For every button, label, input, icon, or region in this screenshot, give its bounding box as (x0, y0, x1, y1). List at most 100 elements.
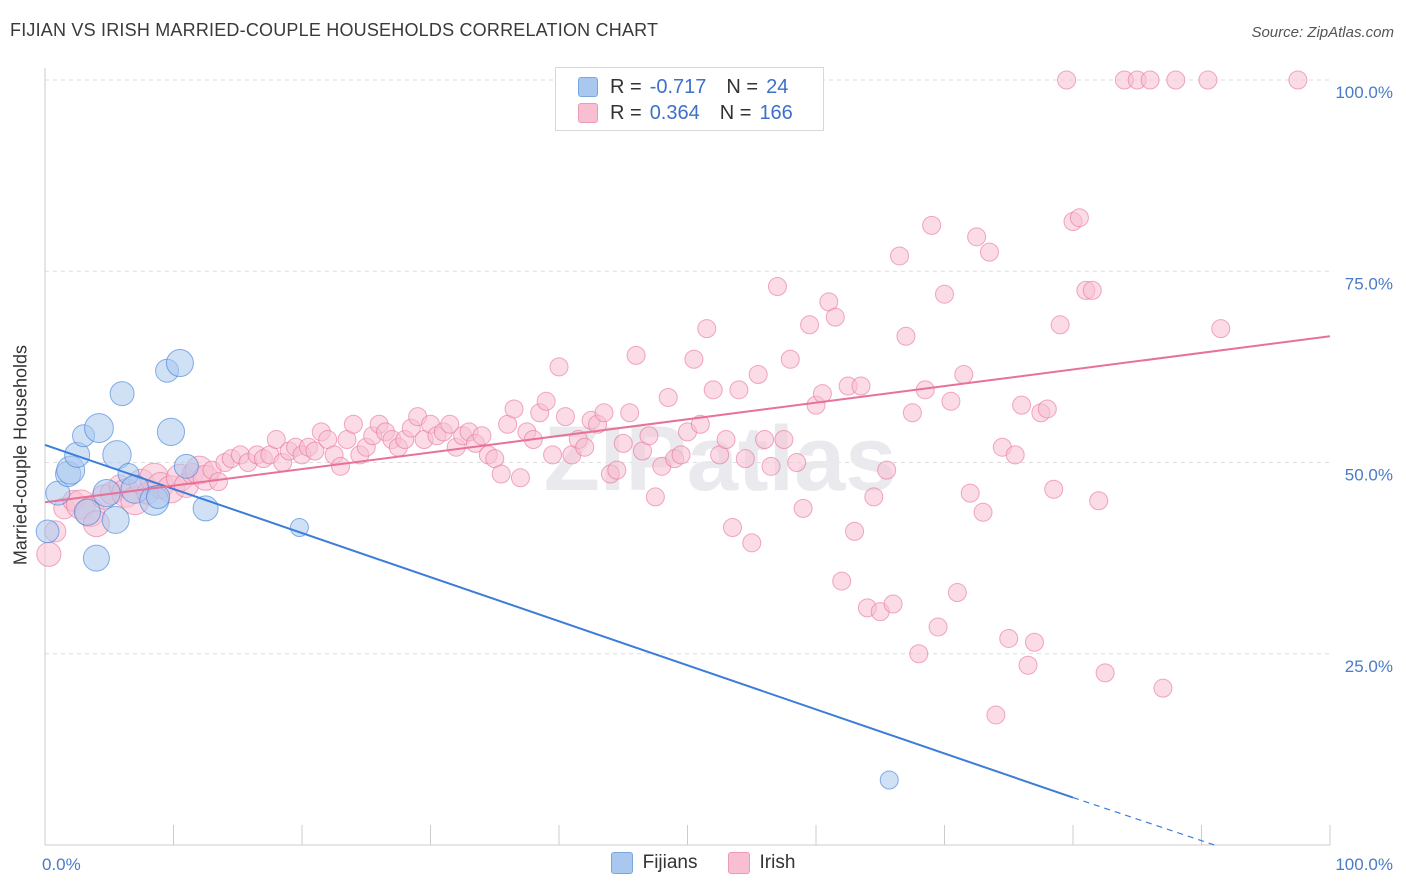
irish-point (1044, 479, 1064, 499)
irish-point (1095, 663, 1115, 683)
irish-point (941, 391, 961, 411)
irish-point (1288, 70, 1308, 90)
fijian-point (165, 349, 194, 378)
n-value: 166 (759, 101, 793, 124)
legend-label-irish: Irish (759, 852, 796, 873)
irish-point (613, 433, 633, 453)
irish-swatch (727, 852, 750, 874)
correlation-legend: R = -0.717 N = 24 R = 0.364 N = 166 (555, 67, 824, 131)
irish-point (690, 414, 710, 434)
fijian-point (156, 417, 186, 446)
irish-point (645, 487, 665, 507)
irish-trend-line (44, 335, 1331, 504)
irish-point (1089, 491, 1109, 511)
irish-point (1057, 70, 1077, 90)
fijian-point (145, 484, 171, 510)
fijians-trend-extension (1072, 797, 1215, 846)
irish-point (774, 430, 794, 450)
n-label: N = (719, 101, 752, 124)
fijian-point (101, 505, 130, 534)
irish-point (472, 426, 492, 446)
irish-point (1069, 208, 1089, 228)
fijian-point (35, 519, 60, 544)
irish-point (999, 628, 1019, 648)
source-label: Source: ZipAtlas.com (1251, 24, 1394, 41)
irish-point (510, 468, 530, 488)
irish-point (979, 242, 999, 262)
irish-point (504, 399, 524, 419)
irish-point (536, 391, 556, 411)
y-tick-label: 25.0% (1345, 657, 1393, 676)
fijians-swatch (578, 77, 598, 97)
fijian-point (82, 544, 110, 572)
y-tick-label: 75.0% (1345, 274, 1393, 293)
irish-point (491, 464, 511, 484)
irish-point (896, 326, 916, 346)
irish-point (928, 617, 948, 637)
chart-title: FIJIAN VS IRISH MARRIED-COUPLE HOUSEHOLD… (10, 20, 659, 40)
irish-point (845, 521, 865, 541)
irish-point (825, 307, 845, 327)
n-value: 24 (766, 75, 789, 98)
irish-point (1018, 655, 1038, 675)
irish-point (986, 705, 1006, 725)
irish-point (440, 414, 460, 434)
irish-point (343, 414, 363, 434)
irish-point (851, 376, 871, 396)
irish-point (902, 403, 922, 423)
irish-point (812, 384, 832, 404)
irish-point (1082, 280, 1102, 300)
irish-point (703, 380, 723, 400)
irish-point (36, 541, 62, 567)
fijian-point (289, 518, 309, 538)
series-legend: Fijians Irish (0, 852, 1406, 874)
fijian-point (84, 413, 114, 443)
irish-point (684, 349, 704, 369)
irish-point (935, 284, 954, 304)
legend-item-irish[interactable]: Irish (727, 852, 796, 874)
irish-point (1012, 395, 1032, 415)
fijian-points (35, 349, 899, 790)
irish-point (1153, 678, 1173, 698)
irish-point (1005, 445, 1025, 465)
trend-lines (44, 335, 1331, 846)
legend-item-fijians[interactable]: Fijians (610, 852, 698, 874)
irish-point (1024, 632, 1044, 652)
irish-point (594, 403, 614, 423)
irish-point (331, 456, 351, 476)
axes (44, 68, 1331, 846)
y-tick-label: 50.0% (1345, 466, 1393, 485)
irish-point (1166, 70, 1186, 90)
r-label: R = (610, 75, 642, 98)
fijians-swatch (610, 852, 633, 874)
irish-point (735, 449, 755, 469)
x-tick-label: 0.0% (42, 855, 81, 874)
irish-point (1211, 319, 1231, 339)
irish-point (620, 403, 640, 423)
irish-swatch (578, 103, 598, 123)
irish-point (947, 583, 967, 603)
irish-point (742, 533, 762, 553)
irish-point (658, 387, 678, 407)
irish-point (832, 571, 852, 591)
irish-point (761, 456, 781, 476)
irish-point (607, 460, 627, 480)
irish-point (877, 460, 897, 480)
irish-point (755, 430, 775, 450)
irish-point (729, 380, 749, 400)
r-label: R = (610, 101, 642, 124)
irish-point (1140, 70, 1160, 90)
irish-point (793, 498, 813, 518)
fijian-point (109, 381, 135, 407)
irish-point (883, 594, 903, 614)
irish-point (1198, 70, 1218, 90)
irish-point (555, 407, 575, 427)
irish-point (575, 437, 595, 457)
r-value: 0.364 (649, 101, 700, 124)
grid-lines (45, 79, 1330, 655)
irish-point (973, 502, 993, 522)
irish-point (305, 441, 325, 461)
tick-labels: 25.0% 50.0% 75.0% 100.0% 0.0% 100.0% (42, 83, 1393, 874)
n-label: N = (726, 75, 759, 98)
irish-point (890, 246, 910, 266)
